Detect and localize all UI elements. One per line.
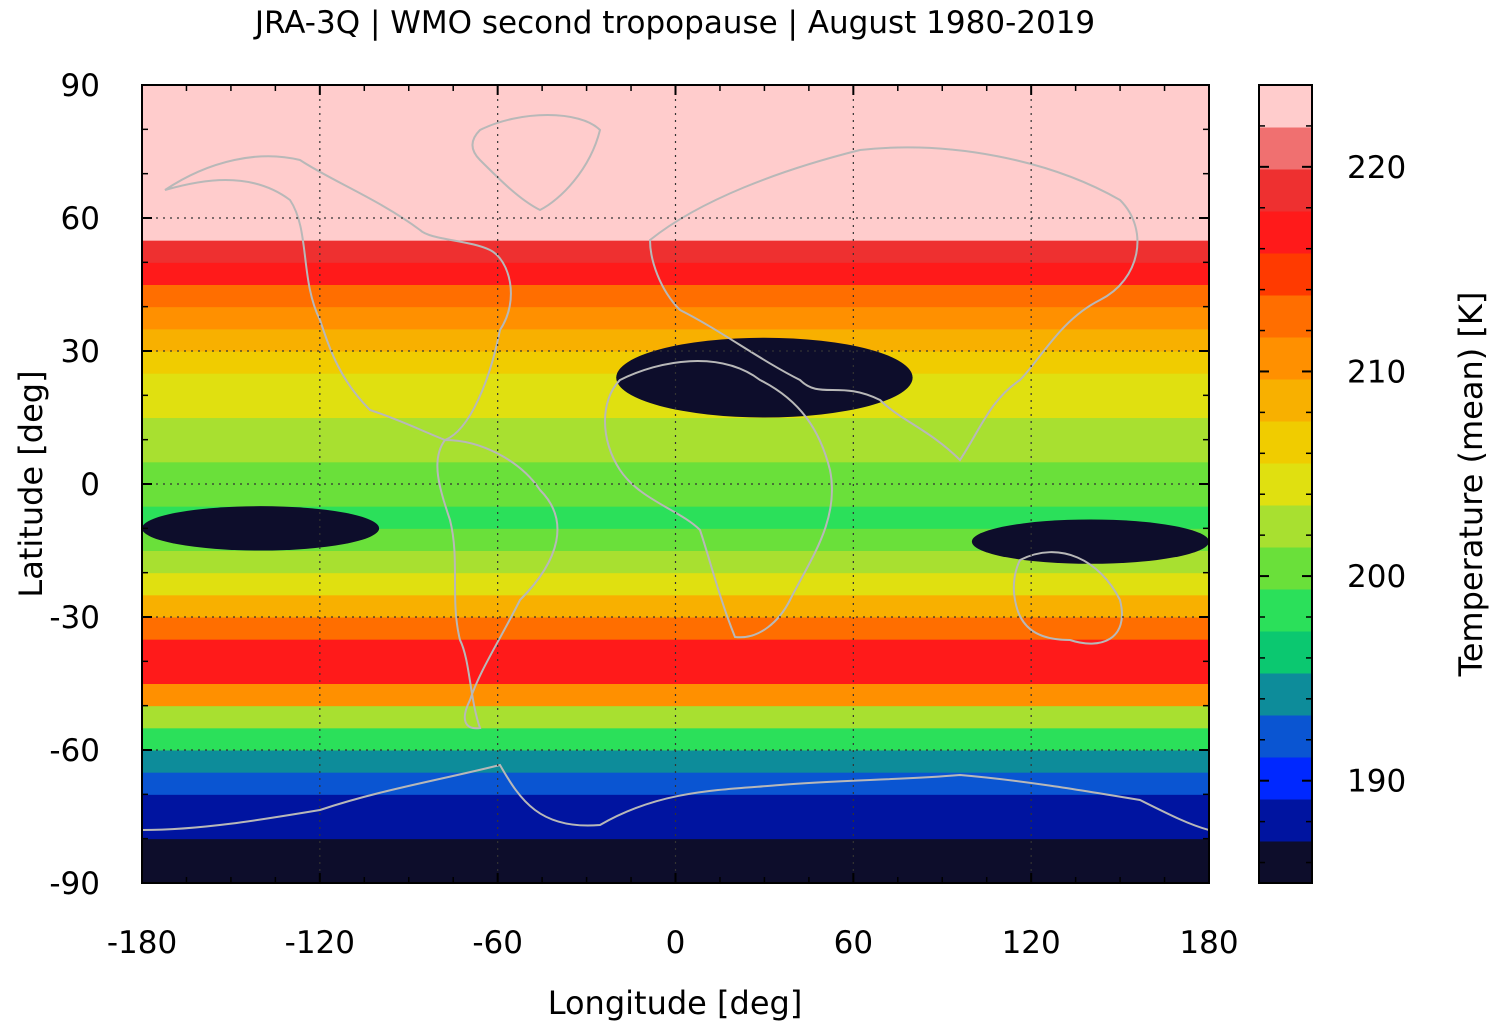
- colorbar-swatch: [1259, 127, 1312, 170]
- coastline-greenland: [471, 114, 602, 212]
- temperature-band: [142, 594, 1209, 618]
- colorbar-tick-label: 220: [1347, 150, 1406, 186]
- coastline-europe-asia: [648, 146, 1139, 462]
- coastline-south-america: [436, 438, 559, 730]
- x-tick-label: 0: [666, 925, 686, 961]
- colorbar-frame: [1258, 84, 1313, 884]
- temperature-band: [142, 506, 1209, 529]
- temperature-band: [142, 85, 1209, 152]
- cold-region: [616, 337, 913, 418]
- x-tick-label: -60: [472, 925, 523, 961]
- y-tick-label: -60: [49, 733, 100, 769]
- coastline-australia: [1012, 551, 1123, 645]
- colorbar-swatch: [1259, 463, 1312, 506]
- colorbar-swatch: [1259, 211, 1312, 254]
- colorbar-swatch: [1259, 421, 1312, 464]
- colorbar-swatch: [1259, 715, 1312, 758]
- colorbar-label: Temperature (mean) [K]: [1452, 292, 1490, 678]
- colorbar-swatch: [1259, 547, 1312, 590]
- gridlines: [142, 85, 1209, 883]
- colorbar-swatch: [1259, 169, 1312, 212]
- temperature-band: [142, 794, 1209, 840]
- colorbar-swatch: [1259, 295, 1312, 338]
- colorbar-tick-label: 190: [1347, 764, 1406, 800]
- plot-area: [142, 85, 1209, 883]
- x-tick-label: 120: [1002, 925, 1061, 961]
- x-axis-ticks: -180 -120 -60 0 60 120 180: [107, 85, 1239, 961]
- colorbar-swatch: [1259, 799, 1312, 842]
- coastline-north-america: [164, 155, 512, 442]
- colorbar-swatch: [1259, 673, 1312, 716]
- colorbar-swatch: [1259, 757, 1312, 800]
- temperature-band: [142, 195, 1209, 219]
- x-tick-label: -120: [285, 925, 355, 961]
- colorbar-swatch: [1259, 841, 1312, 884]
- coastline-africa: [604, 360, 833, 639]
- temperature-band: [142, 617, 1209, 640]
- colorbar-swatch: [1259, 589, 1312, 632]
- y-tick-label: 90: [61, 68, 100, 104]
- temperature-band: [142, 218, 1209, 241]
- temperature-band: [142, 328, 1209, 352]
- colorbar-swatch: [1259, 337, 1312, 380]
- colorbar-swatch: [1259, 253, 1312, 296]
- colorbar-tick-label: 200: [1347, 559, 1406, 595]
- y-tick-label: 60: [61, 201, 100, 237]
- colorbar-swatch: [1259, 85, 1312, 128]
- y-tick-label: -90: [49, 866, 100, 902]
- colorbar-ticks: 190 200 210 220: [1259, 84, 1406, 864]
- colorbar-tick-label: 210: [1347, 354, 1406, 390]
- temperature-band: [142, 750, 1209, 773]
- y-axis-ticks: 90 60 30 0 -30 -60 -90: [49, 68, 1209, 902]
- temperature-bands: [142, 85, 1209, 883]
- temperature-band: [142, 240, 1209, 263]
- temperature-band: [142, 727, 1209, 751]
- x-tick-label: 180: [1179, 925, 1238, 961]
- y-tick-label: 30: [61, 334, 100, 370]
- y-tick-label: 0: [80, 467, 100, 503]
- temperature-band: [142, 772, 1209, 795]
- coastline-antarctica: [142, 763, 1209, 831]
- coastlines: [142, 114, 1209, 831]
- temperature-band: [142, 528, 1209, 551]
- chart-title: JRA-3Q | WMO second tropopause | August …: [253, 5, 1095, 41]
- colorbar-swatch: [1259, 631, 1312, 674]
- temperature-band: [142, 461, 1209, 485]
- colorbar: [1259, 85, 1312, 884]
- temperature-band: [142, 661, 1209, 684]
- temperature-band: [142, 639, 1209, 662]
- temperature-band: [142, 262, 1209, 285]
- temperature-band: [142, 484, 1209, 507]
- x-tick-label: 60: [834, 925, 873, 961]
- cold-region: [971, 519, 1209, 564]
- y-axis-label: Latitude [deg]: [12, 370, 50, 597]
- cold-anomaly-regions: [142, 337, 1209, 564]
- x-tick-label: -180: [107, 925, 177, 961]
- y-tick-label: -30: [49, 600, 100, 636]
- colorbar-swatch: [1259, 379, 1312, 422]
- colorbar-swatch: [1259, 505, 1312, 548]
- cold-region: [142, 506, 380, 551]
- x-axis-label: Longitude [deg]: [548, 984, 803, 1022]
